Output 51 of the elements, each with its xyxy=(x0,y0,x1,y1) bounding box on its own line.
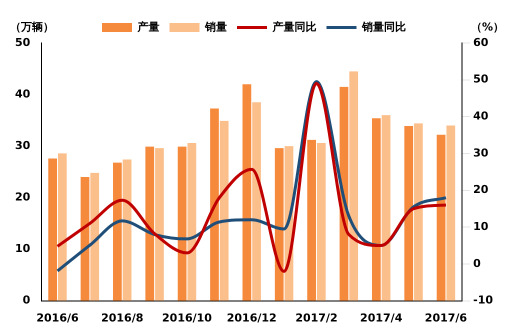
legend-label: 产量同比 xyxy=(272,20,316,34)
bar xyxy=(220,120,229,301)
bar xyxy=(90,172,100,301)
y2-tick-label: 20 xyxy=(473,183,489,196)
y-tick-label: 10 xyxy=(14,242,31,256)
bar xyxy=(48,158,58,301)
x-tick-label: 2017/6 xyxy=(424,311,468,324)
y2-tick-label: 40 xyxy=(473,110,489,123)
bar xyxy=(145,146,154,301)
y2-tick-label: -10 xyxy=(473,294,494,307)
legend-label: 销量 xyxy=(204,20,227,34)
legend-label: 销量同比 xyxy=(361,20,406,34)
y-tick-label: 20 xyxy=(14,190,31,204)
y-tick-label: 30 xyxy=(14,138,31,152)
y-tick-label: 50 xyxy=(14,36,31,49)
bar xyxy=(80,177,90,301)
bar xyxy=(316,143,326,301)
bar xyxy=(436,134,446,301)
y2-tick-label: 30 xyxy=(473,146,489,160)
bar xyxy=(122,160,132,301)
y-tick-label: 40 xyxy=(14,87,31,100)
y2-axis-title: （%） xyxy=(470,20,504,34)
y-tick-label: 0 xyxy=(22,294,31,307)
bar xyxy=(414,123,423,301)
bar xyxy=(210,108,219,301)
bar xyxy=(242,84,252,301)
bar xyxy=(252,102,261,301)
x-tick-label: 2016/12 xyxy=(226,311,277,324)
bar xyxy=(404,126,414,301)
x-tick-label: 2017/4 xyxy=(360,311,403,324)
y2-tick-label: 10 xyxy=(473,220,489,233)
bar xyxy=(58,153,67,301)
bar xyxy=(178,146,186,301)
x-tick-label: 2016/10 xyxy=(162,311,212,324)
bar xyxy=(113,162,122,301)
legend-label: 产量 xyxy=(136,20,160,34)
y-axis-title: （万辆） xyxy=(10,20,54,34)
bar xyxy=(372,118,381,301)
bar xyxy=(446,125,456,301)
bar xyxy=(307,140,316,301)
x-tick-label: 2016/8 xyxy=(101,311,144,324)
bar xyxy=(274,148,284,301)
y2-tick-label: 50 xyxy=(473,72,489,86)
bar xyxy=(382,115,390,301)
bar xyxy=(155,148,164,301)
x-tick-label: 2017/2 xyxy=(295,311,338,324)
bar xyxy=(349,71,358,301)
y2-tick-label: 60 xyxy=(473,36,489,49)
y2-tick-label: 0 xyxy=(473,256,482,270)
bar xyxy=(187,143,196,301)
x-tick-label: 2016/6 xyxy=(36,311,79,324)
